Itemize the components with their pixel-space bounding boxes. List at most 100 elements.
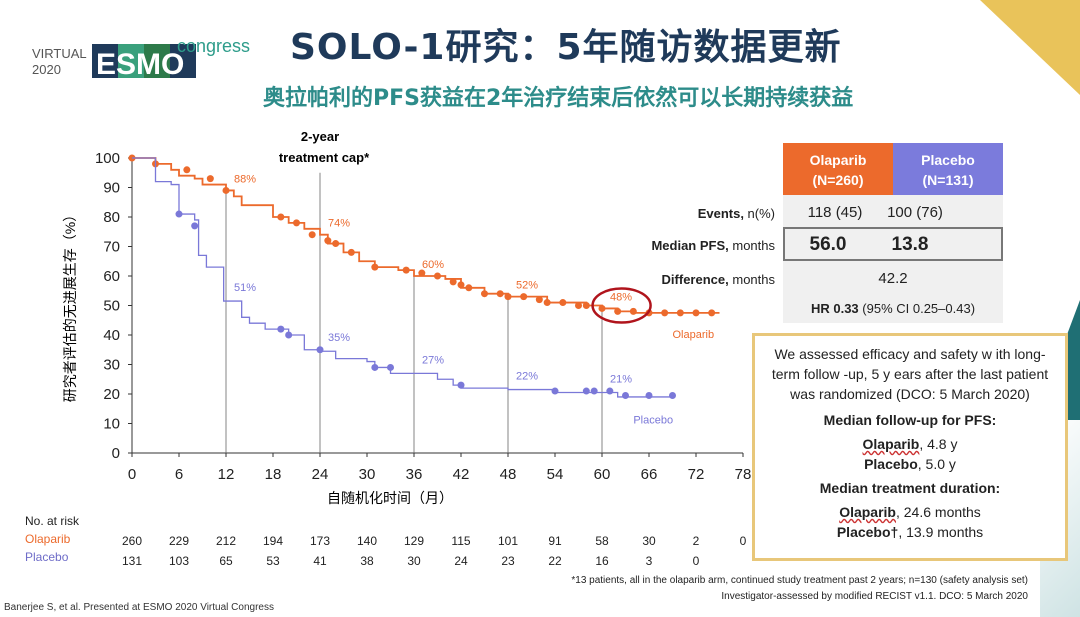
duration-olaparib: Olaparib, 24.6 months [839,504,981,520]
censor-mark [316,346,324,354]
risk-value: 22 [548,554,562,568]
slide-subtitle: 奥拉帕利的PFS获益在2年治疗结束后依然可以长期持续获益 [263,86,854,111]
censor-mark [622,391,629,399]
risk-value: 23 [501,554,515,568]
info-box: We assessed efficacy and safety w ith lo… [752,333,1068,561]
footnote-1: *13 patients, all in the olaparib arm, c… [571,575,1028,586]
x-tick-label: 6 [175,466,183,483]
olaparib-header-name: Olaparib [809,152,867,168]
landmark-label: 74% [328,218,350,230]
landmark-label: 22% [516,371,538,383]
censor-mark [402,266,410,274]
y-tick-label: 30 [103,357,120,374]
risk-title: No. at risk [25,514,80,528]
censor-mark [496,290,504,298]
landmark-label: 35% [328,332,350,344]
x-tick-label: 60 [594,466,611,483]
y-tick-label: 70 [103,239,120,256]
y-tick-label: 80 [103,209,120,226]
slide-title: SOLO-1研究：5年随访数据更新 [290,27,842,68]
risk-value: 101 [498,534,519,548]
landmark-label: 51% [234,282,256,294]
series-end-label: Olaparib [673,329,715,341]
header-olaparib: Olaparib (N=260) [783,143,893,195]
censor-mark [285,331,293,339]
risk-value: 65 [219,554,233,568]
series-end-label: Placebo [633,415,673,427]
landmark-label: 21% [610,374,632,386]
censor-mark [504,293,512,301]
svg-text:congress: congress [177,36,250,56]
risk-value: 212 [216,534,237,548]
risk-value: 140 [357,534,378,548]
censor-mark [559,299,567,307]
landmark-label: 52% [516,280,538,292]
risk-value: 38 [360,554,374,568]
duration-placebo: Placebo†, 13.9 months [836,524,984,540]
censor-mark [387,363,394,371]
y-tick-label: 0 [112,445,120,462]
risk-value: 0 [739,534,747,548]
x-tick-label: 78 [735,466,752,483]
olaparib-header-n: (N=260) [812,172,864,188]
highlight-circle [591,287,652,324]
censor-mark [293,219,300,227]
risk-value: 30 [407,554,421,568]
censor-mark [543,299,551,307]
censor-mark [629,307,637,315]
censor-mark [551,387,559,395]
followup-olaparib: Olaparib, 4.8 y [862,436,958,452]
censor-mark [371,263,379,271]
censor-mark [277,325,285,333]
citation: Banerjee S, et al. Presented at ESMO 202… [4,602,274,613]
x-tick-label: 66 [641,466,658,483]
y-tick-label: 40 [103,327,120,344]
x-tick-label: 0 [128,466,136,483]
median-placebo: 13.8 [891,234,929,255]
censor-mark [371,363,379,371]
y-tick-label: 100 [95,150,120,167]
info-text: We assessed efficacy and safety w ith lo… [771,346,1049,402]
x-axis-label: 自随机化时间（月） [327,490,453,506]
placebo-header-n: (N=131) [922,172,974,188]
x-tick-label: 42 [453,466,470,483]
footnote-2: Investigator-assessed by modified RECIST… [721,591,1028,602]
hazard-ratio: HR 0.33 (95% CI 0.25–0.43) [810,301,976,316]
x-tick-label: 12 [218,466,235,483]
censor-mark [520,293,528,301]
risk-value: 2 [692,534,700,548]
x-tick-label: 30 [359,466,376,483]
x-tick-label: 48 [500,466,517,483]
x-tick-label: 72 [688,466,705,483]
y-tick-label: 50 [103,298,120,315]
risk-value: 3 [645,554,653,568]
results-table: Olaparib (N=260) Placebo (N=131) [783,143,1003,323]
risk-value: 194 [263,534,284,548]
censor-mark [175,210,183,218]
censor-mark [206,175,214,183]
censor-mark [434,272,441,280]
censor-mark [606,387,614,395]
y-tick-label: 20 [103,386,120,403]
followup-title: Median follow-up for PFS: [823,412,997,428]
x-tick-label: 18 [265,466,282,483]
annotation-line1: 2-year [301,129,339,144]
censor-mark [457,281,465,289]
censor-mark [590,387,598,395]
header-placebo: Placebo (N=131) [893,143,1003,195]
censor-mark [676,309,684,317]
svg-text:VIRTUAL: VIRTUAL [32,46,87,61]
risk-label-placebo: Placebo [25,550,69,564]
svg-text:ESMO: ESMO [96,48,184,81]
censor-mark [277,213,285,221]
events-placebo: 100 (76) [887,204,943,221]
censor-mark [457,381,465,389]
x-tick-label: 54 [547,466,564,483]
median-row-box [783,227,1003,261]
landmark-label: 60% [422,259,444,271]
censor-mark [582,302,590,309]
censor-mark [575,302,582,309]
risk-value: 131 [122,554,143,568]
events-olaparib: 118 (45) [807,204,863,221]
censor-mark [465,284,473,292]
